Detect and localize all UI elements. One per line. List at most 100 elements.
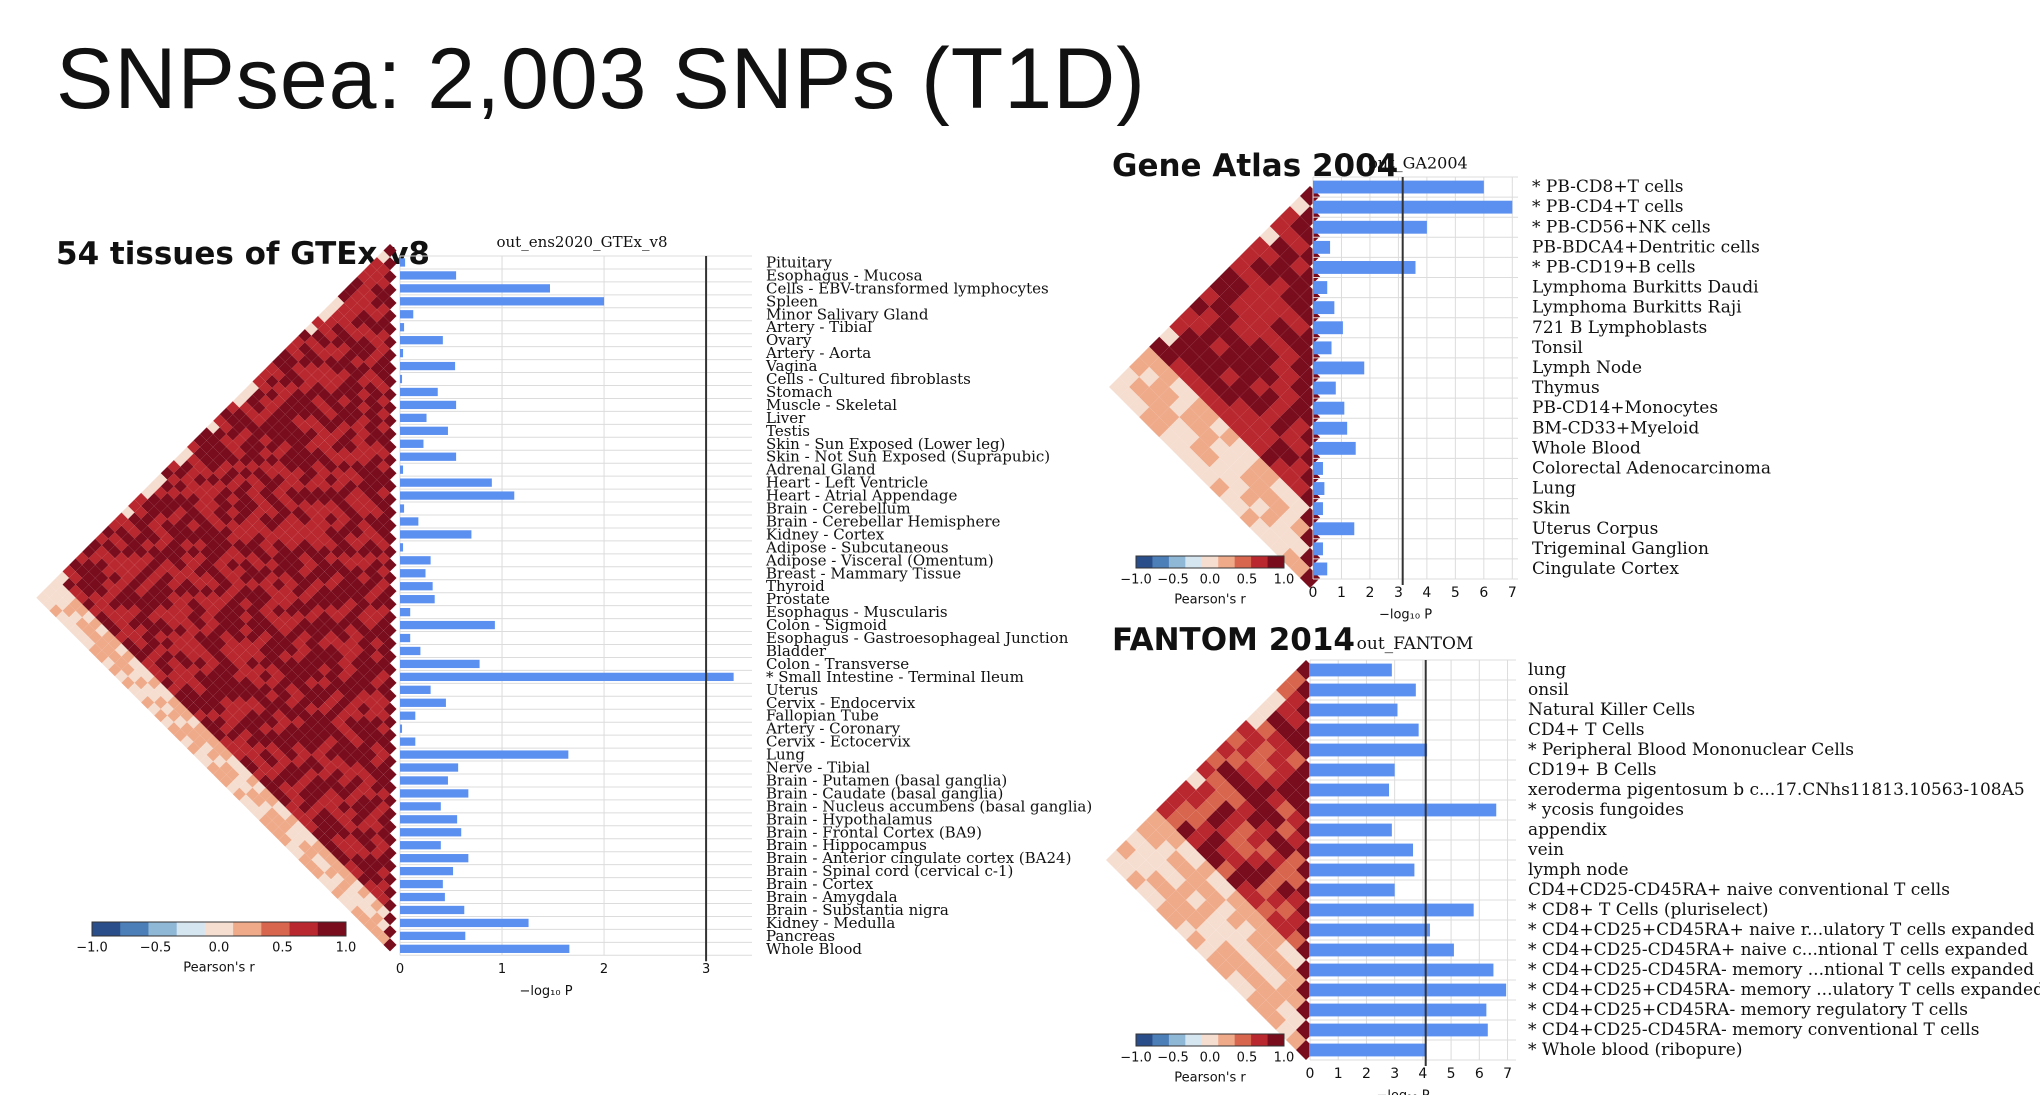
category-label: Thymus: [1532, 378, 1600, 398]
category-label: Bladder: [766, 642, 827, 660]
bar-stomach: [400, 387, 438, 397]
category-label: Vagina: [765, 357, 817, 375]
bar-lung: [400, 750, 569, 759]
category-label: Uterus Corpus: [1532, 519, 1658, 539]
category-label: Artery - Coronary: [765, 720, 901, 738]
category-label: Lymphoma Burkitts Daudi: [1532, 278, 1759, 298]
bar-pb-cd19-b-cells: [1313, 261, 1416, 274]
colorbar-label-1: Pearson's r: [1174, 593, 1246, 608]
category-label: Heart - Left Ventricle: [766, 474, 928, 492]
category-label: PB-CD14+Monocytes: [1532, 398, 1718, 418]
bar-whole-blood: [400, 944, 570, 953]
category-label: * CD4+CD25-CD45RA- memory conventional T…: [1528, 1020, 1979, 1040]
category-label: Artery - Tibial: [765, 318, 872, 336]
x-tick-label: 2: [600, 962, 608, 977]
x-tick-label: 0: [1309, 585, 1318, 601]
category-label: * CD4+CD25+CD45RA+ naive r...ulatory T c…: [1528, 920, 2035, 940]
heatmap-2: [1106, 660, 1316, 1060]
bar-cd8-t-cells-pluriselect: [1310, 903, 1474, 917]
colorbar-tick-0: 0.5: [272, 941, 293, 956]
category-label: Adipose - Subcutaneous: [765, 538, 949, 556]
bar-tonsil: [1313, 341, 1332, 355]
bar-brain-hypothalamus: [400, 815, 458, 824]
bar-spleen: [400, 297, 605, 306]
bar-brain-cerebellum: [400, 504, 405, 513]
category-label: Natural Killer Cells: [1528, 700, 1695, 720]
category-label: * CD4+CD25+CD45RA- memory regulatory T c…: [1528, 1000, 1968, 1020]
category-label: Brain - Cortex: [766, 875, 874, 893]
x-tick-label: 1: [498, 962, 506, 977]
bar-cingulate-cortex: [1313, 562, 1328, 576]
category-label: Tonsil: [1532, 338, 1583, 358]
bar-minor-salivary-gland: [400, 310, 414, 319]
chart-title: out_ens2020_GTEx_v8: [496, 233, 667, 251]
category-label: Heart - Atrial Appendage: [766, 487, 957, 505]
bar-pb-cd56-nk-cells: [1313, 220, 1427, 234]
category-label: 721 B Lymphoblasts: [1532, 318, 1707, 338]
category-label: Fallopian Tube: [766, 707, 879, 725]
bar-brain-anterior-cingulate-cortex-ba24: [400, 854, 469, 863]
category-label: Thyroid: [766, 577, 825, 595]
bar-whole-blood: [1313, 441, 1356, 455]
category-label: * PB-CD4+T cells: [1532, 197, 1684, 217]
bar-brain-substantia-nigra: [400, 905, 465, 915]
category-label: Adrenal Gland: [765, 461, 876, 479]
bar-pb-cd14-monocytes: [1313, 401, 1345, 415]
category-label: Liver: [766, 409, 806, 427]
bar-prostate: [400, 595, 435, 604]
category-label: CD4+ T Cells: [1528, 720, 1645, 740]
x-tick-label: 6: [1475, 1066, 1484, 1082]
bar-fallopian-tube: [400, 711, 416, 720]
colorbar-tick-1: −0.5: [1157, 573, 1189, 588]
colorbar-tick-2: 0.0: [1200, 1051, 1221, 1066]
category-label: Brain - Anterior cingulate cortex (BA24): [766, 849, 1071, 867]
bar-brain-hippocampus: [400, 841, 441, 850]
bar-skin-sun-exposed-lower-leg: [400, 439, 424, 448]
category-label: Nerve - Tibial: [766, 759, 870, 777]
category-label: Brain - Amygdala: [766, 888, 898, 906]
bar-cd4-cd25-cd45ra-memory-ntional-t-cells-expanded: [1310, 963, 1494, 977]
category-label: Whole Blood: [766, 940, 862, 958]
bar-thyroid: [400, 582, 433, 591]
category-label: Lymph Node: [1532, 358, 1642, 378]
bar-cd4-cd25-cd45ra-naive-r-ulatory-t-cells-expanded: [1310, 923, 1430, 937]
bar-small-intestine-terminal-ileum: [400, 672, 734, 682]
chart-title: out_FANTOM: [1357, 634, 1474, 654]
category-label: Colorectal Adenocarcinoma: [1532, 458, 1771, 478]
category-label: Uterus: [766, 681, 818, 699]
category-label: Brain - Frontal Cortex (BA9): [766, 823, 982, 841]
bar-adrenal-gland: [400, 465, 404, 474]
category-label: Pituitary: [766, 253, 833, 271]
category-label: Cervix - Ectocervix: [766, 733, 911, 751]
colorbar-tick-2: −1.0: [1120, 1051, 1152, 1066]
colorbar-tick-2: 1.0: [1274, 1051, 1295, 1066]
bar-artery-aorta: [400, 348, 404, 358]
bar-brain-putamen-basal-ganglia: [400, 776, 448, 785]
colorbar-tick-0: −0.5: [140, 941, 172, 956]
category-label: Brain - Putamen (basal ganglia): [766, 771, 1007, 789]
x-tick-label: 5: [1447, 1066, 1456, 1082]
category-label: Cingulate Cortex: [1532, 559, 1679, 579]
category-label: Colon - Transverse: [766, 655, 909, 673]
category-label: CD4+CD25-CD45RA+ naive conventional T ce…: [1528, 880, 1950, 900]
x-tick-label: 2: [1362, 1066, 1371, 1082]
colorbar-1: [1135, 555, 1285, 569]
category-label: Brain - Spinal cord (cervical c-1): [766, 862, 1013, 880]
x-tick-label: 3: [1394, 585, 1403, 601]
category-label: Lung: [1532, 479, 1576, 499]
category-label: xeroderma pigentosum b c...17.CNhs11813.…: [1528, 780, 2025, 800]
x-tick-label: 4: [1422, 585, 1431, 601]
bar-natural-killer-cells: [1310, 703, 1398, 717]
bar-pb-bdca4-dentritic-cells: [1313, 240, 1331, 254]
bar-breast-mammary-tissue: [400, 569, 426, 578]
bar-muscle-skeletal: [400, 400, 457, 410]
bar-cd4-cd25-cd45ra-memory-ulatory-t-cells-expanded: [1310, 983, 1507, 997]
bar-xeroderma-pigentosum-b-c-17-cnhs11813-10563-108a5: [1310, 783, 1390, 797]
category-label: Brain - Caudate (basal ganglia): [766, 784, 1003, 802]
bar-brain-frontal-cortex-ba9: [400, 828, 462, 837]
bar-brain-caudate-basal-ganglia: [400, 789, 469, 798]
bar-nerve-tibial: [400, 763, 459, 772]
category-label: * PB-CD56+NK cells: [1532, 217, 1711, 237]
bar-appendix: [1310, 823, 1392, 837]
x-tick-label: 0: [396, 962, 404, 977]
